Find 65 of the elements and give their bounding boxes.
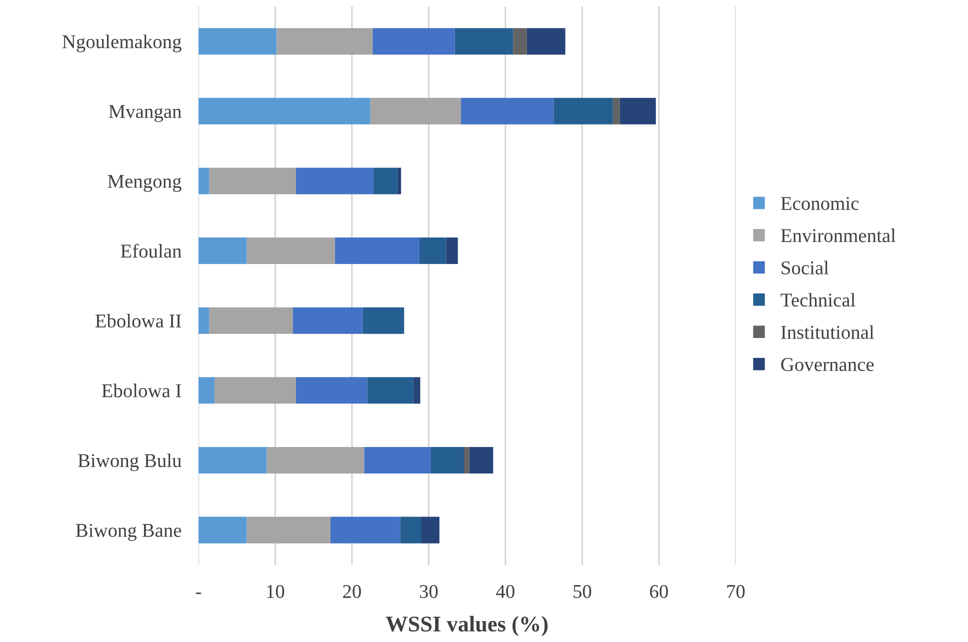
bar	[209, 168, 296, 194]
bar	[419, 238, 446, 264]
bar	[330, 516, 400, 544]
legend-label: Technical	[780, 292, 856, 307]
x-tick-label: 20	[343, 584, 361, 598]
y-tick-label: Mvangan	[108, 105, 182, 122]
bar	[620, 98, 656, 124]
y-tick-label: Efoulan	[120, 244, 182, 258]
y-tick-label: Biwong Bane	[76, 524, 182, 541]
bar	[198, 168, 210, 194]
bar	[209, 307, 293, 334]
bar	[246, 238, 336, 264]
x-axis-title: WSSI values (%)	[386, 616, 548, 636]
bar	[335, 238, 420, 264]
bar	[370, 98, 461, 124]
bar	[367, 377, 414, 404]
x-tick-label: 60	[650, 584, 668, 598]
legend-label: Environmental	[780, 228, 896, 242]
x-tick-label: 40	[496, 584, 514, 598]
bar	[246, 516, 330, 544]
x-tick-label: 70	[727, 584, 745, 598]
bar	[198, 307, 210, 334]
bar	[373, 168, 398, 194]
bar	[362, 307, 404, 334]
bar	[198, 446, 267, 474]
bar	[460, 98, 554, 124]
bar	[276, 28, 373, 55]
bar	[421, 516, 440, 544]
bar	[464, 446, 470, 474]
y-tick-label: Ngoulemakong	[62, 34, 182, 52]
bar	[446, 238, 458, 264]
bar	[198, 98, 370, 124]
y-tick-label: Biwong Bulu	[78, 453, 182, 472]
bar	[397, 168, 402, 194]
x-tick-label: 50	[574, 584, 592, 598]
bar	[198, 28, 277, 55]
bar	[554, 98, 613, 124]
bar	[400, 516, 422, 544]
bar	[364, 446, 431, 474]
bar	[372, 28, 455, 55]
bar	[430, 446, 464, 474]
legend-label: Economic	[780, 196, 859, 210]
y-tick-label: Ebolowa II	[95, 314, 182, 328]
bar	[266, 446, 364, 474]
legend-label: Institutional	[781, 325, 874, 339]
x-tick-label: -	[196, 592, 201, 594]
bar	[198, 516, 247, 544]
legend-label: Social	[782, 260, 829, 274]
y-tick-label: Mengong	[108, 174, 182, 192]
bar	[292, 307, 363, 334]
x-tick-label: 10	[267, 584, 284, 598]
bar	[513, 28, 527, 55]
x-tick-label: 30	[420, 584, 438, 598]
bar	[296, 377, 368, 404]
bar	[214, 377, 296, 404]
bar	[612, 98, 620, 124]
bar	[526, 28, 566, 55]
y-tick-label: Ebolowa I	[102, 384, 182, 398]
bar	[413, 377, 420, 404]
bar	[198, 238, 247, 264]
bar	[296, 168, 374, 194]
bar	[454, 28, 514, 55]
legend-label: Governance	[781, 358, 874, 372]
bar	[469, 446, 494, 474]
bar	[198, 377, 215, 404]
